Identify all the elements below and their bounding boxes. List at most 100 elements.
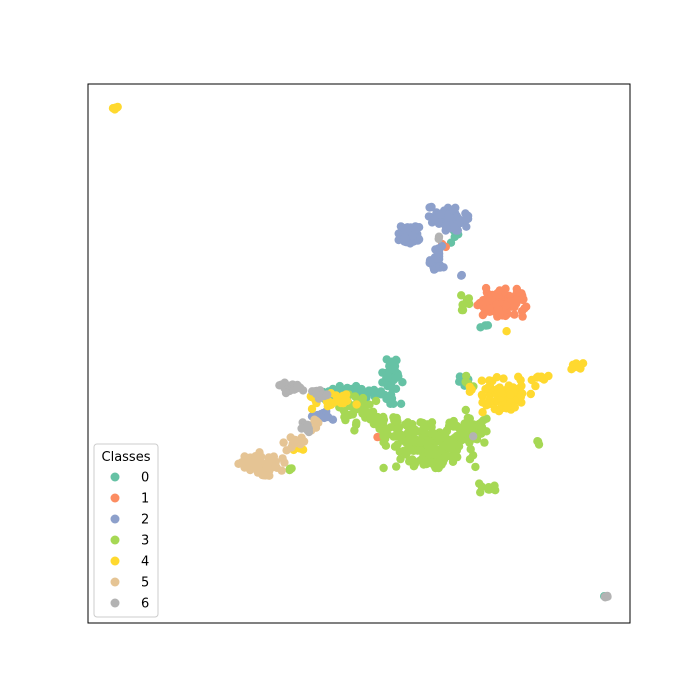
point-class-4 bbox=[578, 359, 588, 368]
point-class-3 bbox=[382, 424, 392, 433]
point-class-1 bbox=[518, 312, 527, 321]
point-class-3 bbox=[402, 421, 412, 430]
legend-marker-0 bbox=[110, 472, 120, 482]
point-class-1 bbox=[520, 304, 529, 313]
point-class-5 bbox=[290, 435, 300, 445]
point-class-3 bbox=[431, 450, 440, 459]
point-class-2 bbox=[323, 412, 333, 422]
point-class-3 bbox=[424, 450, 433, 459]
point-class-6 bbox=[304, 427, 314, 437]
point-class-1 bbox=[510, 302, 519, 312]
point-class-3 bbox=[465, 455, 475, 464]
point-class-3 bbox=[427, 458, 437, 468]
point-class-4 bbox=[112, 103, 122, 112]
point-class-3 bbox=[452, 422, 462, 431]
legend-label-6: 6 bbox=[141, 597, 149, 612]
legend-marker-2 bbox=[110, 514, 120, 524]
point-class-0 bbox=[387, 357, 397, 366]
point-class-3 bbox=[379, 463, 388, 473]
point-class-4 bbox=[517, 381, 526, 391]
point-class-3 bbox=[350, 426, 359, 435]
point-class-2 bbox=[457, 270, 466, 280]
point-class-3 bbox=[416, 418, 425, 427]
point-class-5 bbox=[280, 458, 289, 467]
point-class-0 bbox=[394, 372, 403, 381]
point-class-4 bbox=[516, 392, 525, 402]
point-class-0 bbox=[357, 384, 366, 394]
point-class-2 bbox=[461, 216, 470, 225]
point-class-2 bbox=[427, 202, 436, 212]
point-class-1 bbox=[501, 301, 510, 310]
point-class-1 bbox=[511, 295, 521, 305]
point-class-5 bbox=[265, 455, 274, 464]
point-class-6 bbox=[312, 389, 321, 399]
point-class-4 bbox=[323, 402, 332, 411]
point-class-3 bbox=[471, 462, 480, 472]
point-class-5 bbox=[277, 466, 286, 475]
point-class-6 bbox=[469, 432, 478, 441]
legend-label-4: 4 bbox=[141, 555, 149, 570]
point-class-3 bbox=[459, 300, 468, 310]
point-class-6 bbox=[322, 391, 332, 400]
point-class-3 bbox=[393, 417, 402, 426]
point-class-5 bbox=[299, 437, 308, 446]
point-class-4 bbox=[465, 382, 474, 392]
point-class-4 bbox=[477, 390, 487, 399]
point-class-2 bbox=[434, 249, 444, 258]
point-class-3 bbox=[348, 410, 358, 419]
point-class-4 bbox=[567, 365, 576, 374]
point-class-3 bbox=[368, 407, 378, 416]
point-class-4 bbox=[338, 391, 348, 400]
point-class-4 bbox=[495, 405, 505, 414]
point-class-3 bbox=[448, 457, 458, 466]
point-class-3 bbox=[448, 440, 458, 449]
legend-marker-4 bbox=[110, 556, 120, 566]
point-class-0 bbox=[396, 399, 406, 408]
point-class-4 bbox=[502, 327, 511, 336]
point-class-3 bbox=[352, 418, 361, 427]
point-class-1 bbox=[485, 304, 494, 313]
point-class-3 bbox=[435, 435, 444, 444]
point-class-3 bbox=[457, 291, 466, 300]
point-class-4 bbox=[477, 376, 486, 385]
point-class-3 bbox=[464, 294, 474, 303]
point-class-3 bbox=[480, 438, 489, 447]
point-class-0 bbox=[386, 399, 395, 408]
point-class-5 bbox=[251, 452, 260, 461]
point-class-1 bbox=[481, 283, 491, 293]
point-class-4 bbox=[478, 408, 487, 417]
point-class-4 bbox=[484, 399, 494, 409]
point-class-5 bbox=[314, 418, 323, 427]
point-class-3 bbox=[491, 486, 500, 495]
point-class-3 bbox=[418, 425, 427, 435]
point-class-2 bbox=[400, 233, 410, 243]
point-class-3 bbox=[389, 432, 398, 441]
legend-label-3: 3 bbox=[141, 534, 149, 549]
point-class-3 bbox=[465, 438, 474, 447]
point-class-4 bbox=[532, 373, 542, 382]
point-class-3 bbox=[410, 425, 420, 434]
point-class-2 bbox=[439, 263, 448, 272]
point-class-2 bbox=[412, 224, 421, 234]
point-class-0 bbox=[369, 385, 379, 395]
point-class-3 bbox=[287, 464, 296, 473]
point-class-0 bbox=[383, 371, 392, 380]
point-class-3 bbox=[477, 482, 486, 491]
point-class-4 bbox=[339, 397, 348, 407]
point-class-3 bbox=[477, 423, 487, 432]
point-class-6 bbox=[601, 592, 611, 601]
legend-marker-6 bbox=[110, 598, 120, 608]
point-class-4 bbox=[307, 404, 317, 414]
point-class-4 bbox=[352, 400, 361, 409]
plot-frame bbox=[87, 83, 631, 624]
point-class-1 bbox=[510, 310, 519, 319]
legend-title: Classes bbox=[102, 450, 151, 465]
point-class-3 bbox=[463, 413, 472, 422]
point-class-3 bbox=[371, 396, 381, 406]
point-class-0 bbox=[450, 232, 459, 242]
point-class-1 bbox=[513, 287, 522, 297]
point-class-3 bbox=[427, 418, 437, 427]
point-class-6 bbox=[276, 380, 286, 389]
point-class-4 bbox=[503, 402, 512, 411]
